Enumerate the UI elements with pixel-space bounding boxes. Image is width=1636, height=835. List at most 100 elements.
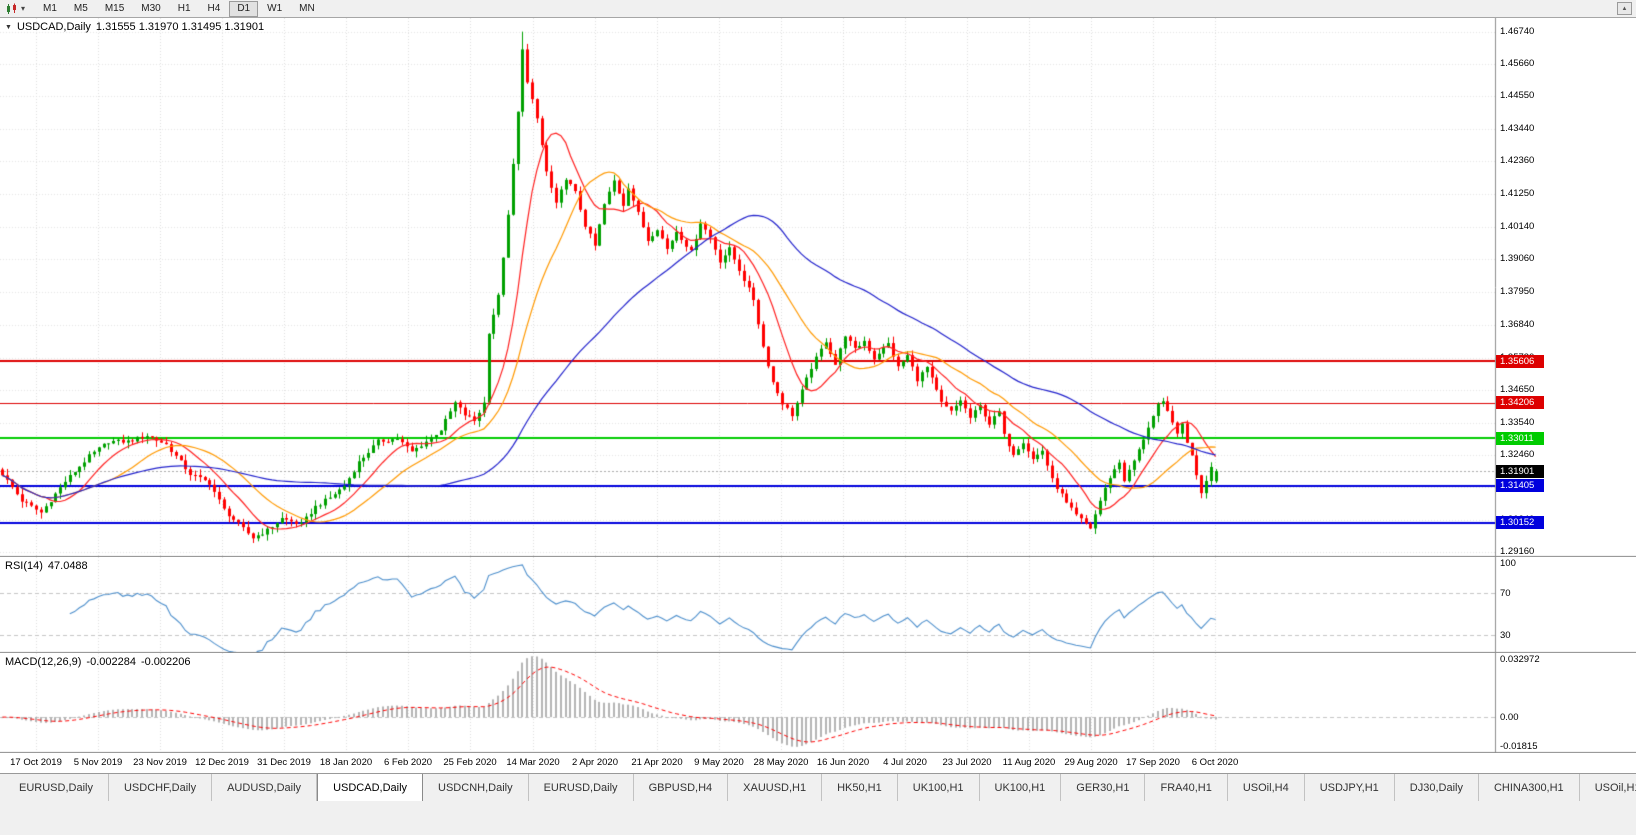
price-line-badge: 1.35606 [1496,355,1544,368]
price-line-badge: 1.31405 [1496,479,1544,492]
price-tick-label: 1.34650 [1500,384,1535,395]
chart-tab-usoil-h4[interactable]: USOil,H4 [1227,774,1305,801]
toolbar: ▾ M1 M5 M15 M30 H1 H4 D1 W1 MN ▲ [0,0,1636,18]
price-tick-label: 1.39060 [1500,253,1535,264]
toolbar-right: ▲ [1617,2,1632,15]
macd-title: MACD(12,26,9) -0.002284 -0.002206 [5,656,191,668]
chart-tab-usdcad-daily[interactable]: USDCAD,Daily [317,774,424,801]
timeframe-d1-button[interactable]: D1 [229,0,259,17]
symbol-period-label: USDCAD,Daily [16,21,91,33]
macd-signal-value: -0.002206 [140,656,191,668]
chart-tab-xauusd-h1[interactable]: XAUUSD,H1 [728,774,823,801]
chart-tab-usdcnh-daily[interactable]: USDCNH,Daily [423,774,529,801]
price-line-badge: 1.34206 [1496,396,1544,409]
rsi-tick-label: 100 [1500,558,1516,569]
date-label: 2 Apr 2020 [572,757,618,768]
chart-tab-eurusd-daily[interactable]: EURUSD,Daily [528,774,634,801]
date-label: 29 Aug 2020 [1064,757,1118,768]
price-line-badge: 1.30152 [1496,516,1544,529]
price-tick-label: 1.43440 [1500,123,1535,134]
date-label: 23 Jul 2020 [942,757,992,768]
date-label: 31 Dec 2019 [257,757,311,768]
price-tick-label: 1.42360 [1500,155,1535,166]
chart-tab-hk50-h1[interactable]: HK50,H1 [822,774,898,801]
date-label: 12 Dec 2019 [195,757,249,768]
macd-indicator-label: MACD(12,26,9) [5,656,82,668]
timeframe-m1-button[interactable]: M1 [43,2,57,14]
price-tick-label: 1.45660 [1500,58,1535,69]
date-label: 14 Mar 2020 [506,757,560,768]
price-tick-label: 1.29160 [1500,546,1535,557]
price-tick-label: 1.33540 [1500,417,1535,428]
price-tick-label: 1.40140 [1500,221,1535,232]
date-label: 6 Oct 2020 [1191,757,1239,768]
price-tick-label: 1.36840 [1500,319,1535,330]
macd-tick-label: 0.00 [1500,712,1519,723]
date-label: 28 May 2020 [753,757,809,768]
timeframe-m15-button[interactable]: M15 [104,2,125,14]
date-label: 21 Apr 2020 [631,757,683,768]
price-tick-label: 1.44550 [1500,90,1535,101]
price-tick-label: 1.37950 [1500,286,1535,297]
chart-title: ▼ USDCAD,Daily 1.31555 1.31970 1.31495 1… [5,21,264,33]
date-label: 16 Jun 2020 [816,757,870,768]
chart-dropdown-icon[interactable]: ▾ [21,4,26,13]
date-label: 4 Jul 2020 [883,757,927,768]
price-tick-label: 1.32460 [1500,449,1535,460]
ohlc-values: 1.31555 1.31970 1.31495 1.31901 [95,21,265,33]
date-label: 17 Sep 2020 [1126,757,1180,768]
chart-type-icon[interactable] [4,2,20,15]
timeframe-row: M1 M5 M15 M30 H1 H4 D1 W1 MN [35,0,323,17]
time-axis[interactable]: 17 Oct 2019 5 Nov 2019 23 Nov 2019 12 Dec 2… [0,753,1636,773]
chart-tab-uk100-h1[interactable]: UK100,H1 [897,774,980,801]
rsi-pane[interactable]: RSI(14) 47.0488 100 70 30 [0,557,1636,653]
rsi-canvas[interactable] [0,557,1636,653]
timeframe-mn-button[interactable]: MN [299,2,315,14]
price-tick-label: 1.41250 [1500,188,1535,199]
rsi-indicator-label: RSI(14) [5,560,43,572]
rsi-title: RSI(14) 47.0488 [5,560,88,572]
price-line-badge: 1.33011 [1496,432,1544,445]
timeframe-h1-button[interactable]: H1 [177,2,191,14]
macd-canvas[interactable] [0,653,1636,753]
candlestick-canvas[interactable] [0,18,1636,557]
chart-tab-eurusd-daily[interactable]: EURUSD,Daily [4,774,109,801]
timeframe-h4-button[interactable]: H4 [207,2,221,14]
date-label: 23 Nov 2019 [133,757,187,768]
macd-tick-label: 0.032972 [1500,654,1540,665]
date-label: 9 May 2020 [694,757,744,768]
timeframe-w1-button[interactable]: W1 [267,2,283,14]
status-strip [0,801,1636,835]
window-control-icon[interactable]: ▲ [1617,2,1632,15]
rsi-tick-label: 70 [1500,588,1511,599]
date-label: 17 Oct 2019 [10,757,62,768]
chart-tab-ger30-h1[interactable]: GER30,H1 [1061,774,1146,801]
rsi-value: 47.0488 [47,560,88,572]
timeframe-m30-button[interactable]: M30 [141,2,161,14]
date-label: 25 Feb 2020 [443,757,497,768]
chart-tab-usoil-h1[interactable]: USOil,H1 [1579,774,1636,801]
chart-tab-uk100-h1[interactable]: UK100,H1 [979,774,1062,801]
chart-tab-audusd-daily[interactable]: AUDUSD,Daily [212,774,318,801]
main-chart-pane[interactable]: ▼ USDCAD,Daily 1.31555 1.31970 1.31495 1… [0,18,1636,557]
date-label: 11 Aug 2020 [1002,757,1056,768]
date-label: 5 Nov 2019 [73,757,123,768]
chart-tab-gbpusd-h4[interactable]: GBPUSD,H4 [633,774,729,801]
macd-tick-label: -0.01815 [1500,741,1538,752]
date-label: 18 Jan 2020 [319,757,373,768]
rsi-tick-label: 30 [1500,630,1511,641]
chart-tab-usdchf-daily[interactable]: USDCHF,Daily [108,774,213,801]
macd-main-value: -0.002284 [86,656,136,668]
macd-pane[interactable]: MACD(12,26,9) -0.002284 -0.002206 0.0329… [0,653,1636,753]
chart-tab-fra40-h1[interactable]: FRA40,H1 [1145,774,1228,801]
chart-tab-bar: EURUSD,Daily USDCHF,Daily AUDUSD,Daily USDC… [0,773,1636,801]
chart-tab-dj30-daily[interactable]: DJ30,Daily [1394,774,1479,801]
date-label: 6 Feb 2020 [383,757,433,768]
chart-tab-usdjpy-h1[interactable]: USDJPY,H1 [1304,774,1395,801]
collapse-icon[interactable]: ▼ [5,23,12,31]
timeframe-m5-button[interactable]: M5 [73,2,88,14]
price-tick-label: 1.46740 [1500,26,1535,37]
chart-tab-china300-h1[interactable]: CHINA300,H1 [1478,774,1580,801]
bid-price-badge: 1.31901 [1496,465,1544,478]
